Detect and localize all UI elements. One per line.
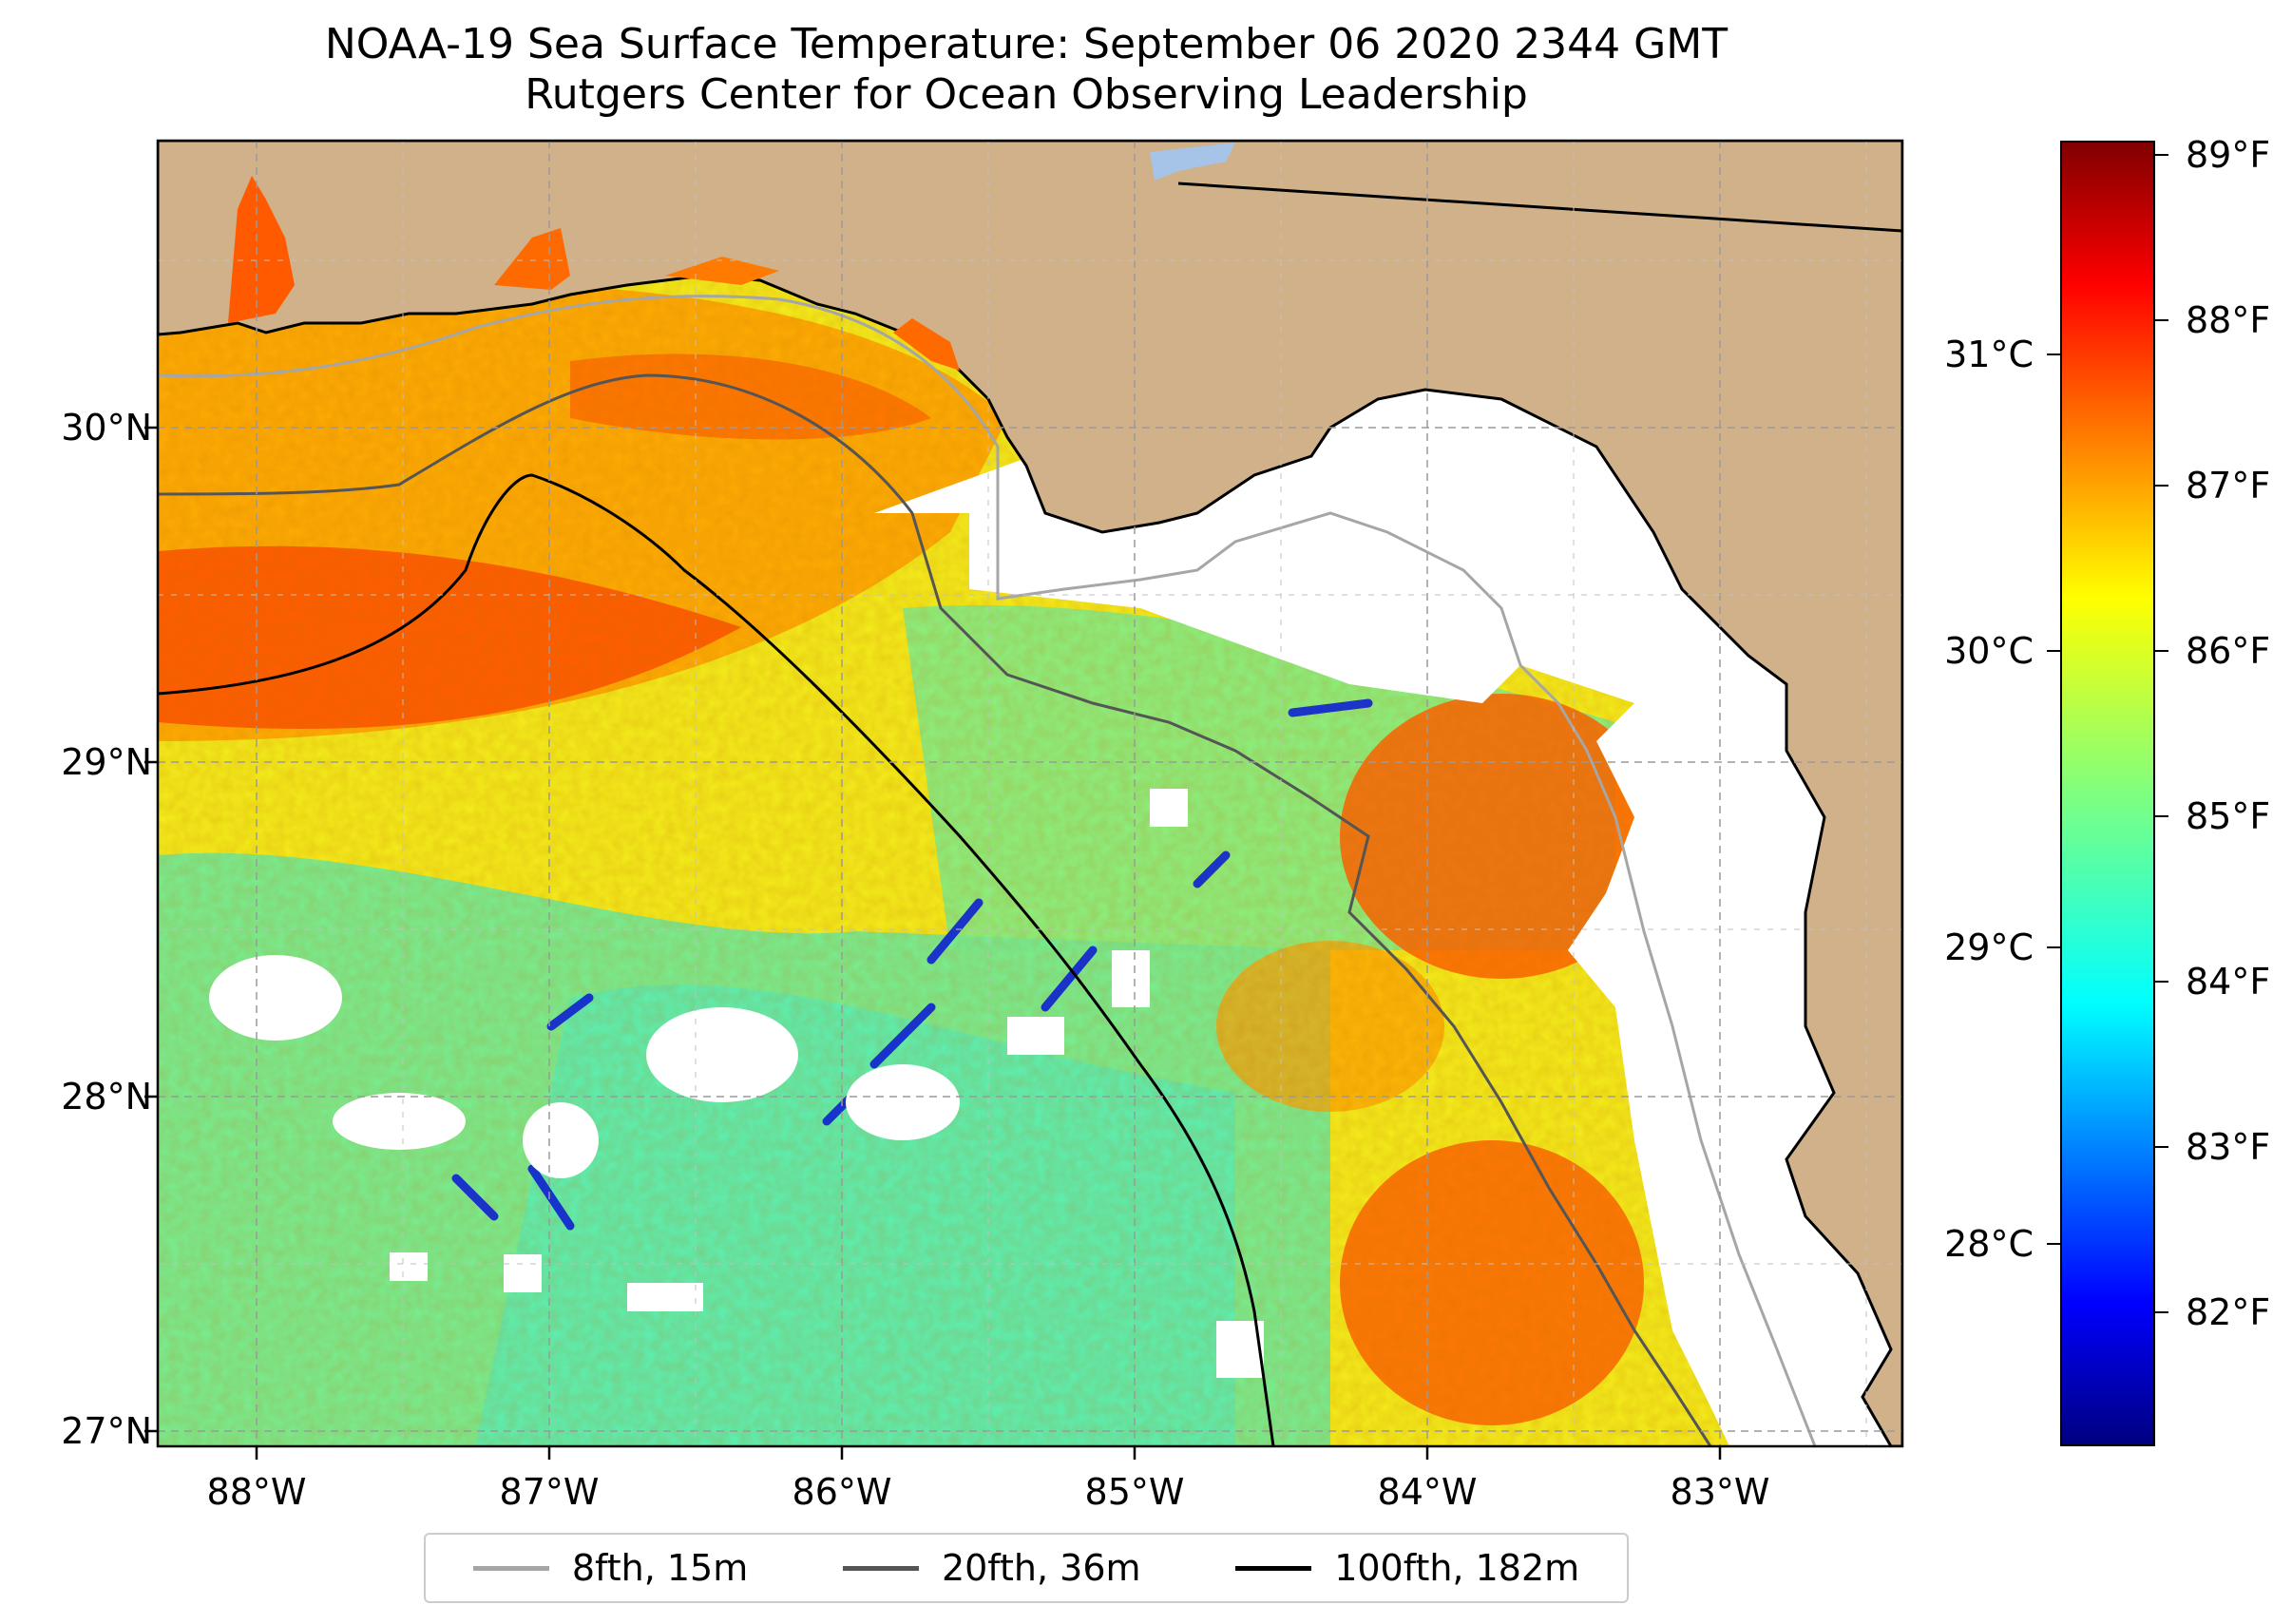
lat-label: 27°N [61, 1410, 152, 1452]
colorbar-f-label: 85°F [2186, 795, 2271, 837]
isobath-20fth [158, 373, 1712, 1446]
colorbar-f-label: 84°F [2186, 961, 2271, 1003]
colorbar-c-label: 30°C [1944, 630, 2034, 672]
colorbar-f-label: 82°F [2186, 1291, 2271, 1333]
legend-item-20fth: 20fth, 36m [842, 1547, 1141, 1589]
colorbar-c-label: 28°C [1944, 1223, 2034, 1265]
lat-label: 29°N [61, 741, 152, 783]
isobath-8fth [158, 295, 1817, 1446]
lat-label: 28°N [61, 1076, 152, 1118]
colorbar [2060, 141, 2155, 1446]
colorbar-f-label: 87°F [2186, 465, 2271, 506]
map-frame [156, 139, 1904, 1448]
colorbar-f-label: 88°F [2186, 299, 2271, 341]
lat-label: 30°N [61, 407, 152, 449]
title-line-2: Rutgers Center for Ocean Observing Leade… [525, 70, 1528, 119]
colorbar-f-label: 83°F [2186, 1126, 2271, 1168]
lon-label: 88°W [206, 1471, 307, 1513]
lon-label: 85°W [1084, 1471, 1185, 1513]
lon-label: 83°W [1670, 1471, 1770, 1513]
colorbar-c-label: 31°C [1944, 334, 2034, 375]
colorbar-c-label: 29°C [1944, 927, 2034, 968]
legend-swatch [472, 1565, 549, 1571]
legend-label: 100fth, 182m [1334, 1547, 1580, 1589]
legend-label: 8fth, 15m [571, 1547, 749, 1589]
lon-label: 87°W [499, 1471, 600, 1513]
legend-item-8fth: 8fth, 15m [472, 1547, 749, 1589]
legend-label: 20fth, 36m [941, 1547, 1141, 1589]
lon-label: 86°W [792, 1471, 892, 1513]
legend-swatch [1235, 1565, 1312, 1571]
colorbar-f-label: 89°F [2186, 134, 2271, 176]
legend-item-100fth: 100fth, 182m [1235, 1547, 1579, 1589]
colorbar-gradient [2060, 141, 2155, 1446]
isobath-100fth [158, 473, 1275, 1446]
isobath-legend: 8fth, 15m 20fth, 36m 100fth, 182m [424, 1533, 1629, 1603]
map-title: NOAA-19 Sea Surface Temperature: Septemb… [152, 19, 1900, 120]
title-line-1: NOAA-19 Sea Surface Temperature: Septemb… [324, 20, 1729, 68]
legend-swatch [842, 1565, 919, 1571]
land-north [158, 141, 1902, 1446]
colorbar-f-label: 86°F [2186, 630, 2271, 672]
lon-label: 84°W [1377, 1471, 1478, 1513]
